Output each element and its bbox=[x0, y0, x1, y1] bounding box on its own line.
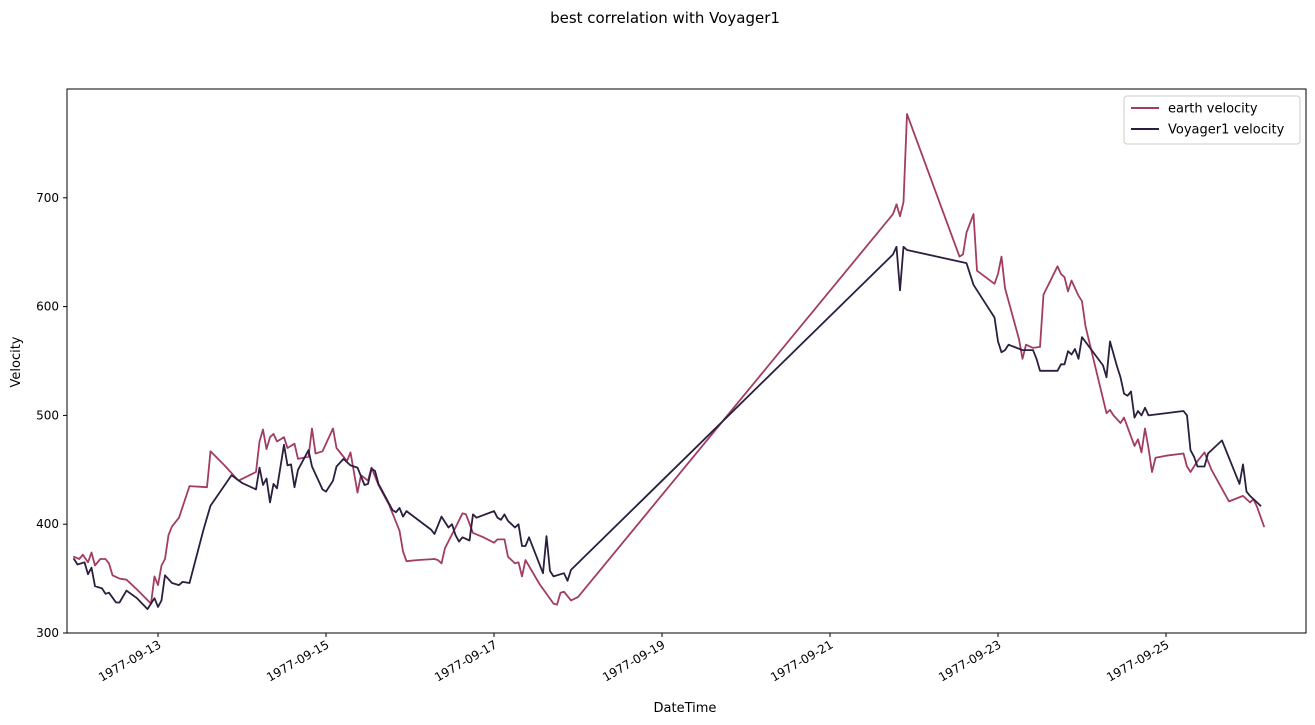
y-tick-label: 600 bbox=[36, 300, 59, 314]
plot-frame bbox=[66, 88, 1307, 634]
x-tick-label: 1977-09-19 bbox=[600, 637, 667, 684]
y-tick-label: 300 bbox=[36, 626, 59, 640]
y-tick-label: 700 bbox=[36, 191, 59, 205]
x-axis: 1977-09-13 1977-09-15 1977-09-17 1977-09-19… bbox=[96, 633, 1172, 684]
x-axis-title: DateTime bbox=[654, 701, 717, 716]
x-tick-label: 1977-09-15 bbox=[264, 637, 331, 684]
legend-box bbox=[1123, 95, 1301, 145]
x-tick-label: 1977-09-25 bbox=[1104, 637, 1171, 684]
y-tick-label: 400 bbox=[36, 517, 59, 531]
x-tick-label: 1977-09-13 bbox=[96, 637, 163, 684]
chart-title: best correlation with Voyager1 bbox=[550, 9, 780, 27]
legend-label-earth-velocity: earth velocity bbox=[1168, 102, 1258, 117]
series-layer bbox=[73, 113, 1265, 610]
y-tick-label: 500 bbox=[36, 408, 59, 422]
series-line-earth-velocity bbox=[73, 113, 1265, 606]
y-axis-title: Velocity bbox=[9, 336, 24, 387]
series-line-voyager1-velocity bbox=[73, 245, 1262, 610]
x-tick-label: 1977-09-21 bbox=[768, 637, 835, 684]
y-axis: 300 400 500 600 700 bbox=[36, 191, 67, 640]
legend: earth velocity Voyager1 velocity bbox=[1123, 95, 1301, 145]
x-tick-label: 1977-09-17 bbox=[432, 637, 499, 684]
legend-label-voyager1-velocity: Voyager1 velocity bbox=[1168, 123, 1285, 138]
x-tick-label: 1977-09-23 bbox=[936, 637, 1003, 684]
